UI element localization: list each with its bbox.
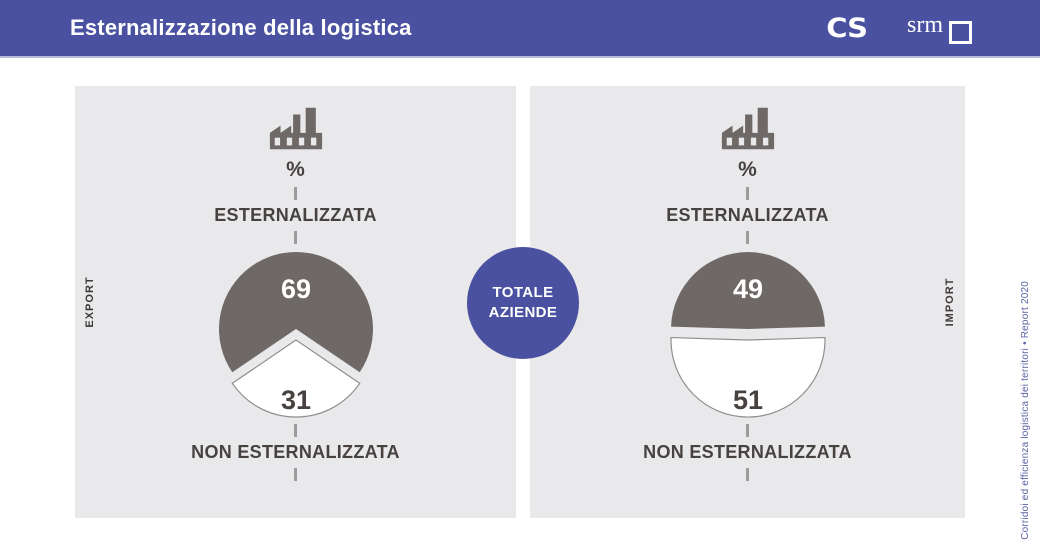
connector-dash xyxy=(746,468,749,481)
import-esternalizzata-label: ESTERNALIZZATA xyxy=(666,205,829,225)
export-panel: EXPORT % ESTERNALIZZATA 69 31 NON ESTERNA… xyxy=(75,86,516,518)
export-side-label: EXPORT xyxy=(84,276,96,328)
report-footnote: Corridoi ed efficienza logistica dei ter… xyxy=(1020,281,1031,540)
pie-value-esternalizzata: 49 xyxy=(732,274,762,304)
pie-slice-non-esternalizzata xyxy=(669,336,826,418)
factory-icon xyxy=(721,107,774,150)
pie-slice-non-esternalizzata xyxy=(230,339,361,418)
logo-group: CS srm xyxy=(826,11,972,45)
import-side-label: IMPORT xyxy=(944,277,956,327)
percent-symbol: % xyxy=(738,158,757,181)
page-title: Esternalizzazione della logistica xyxy=(70,15,412,40)
export-esternalizzata-label: ESTERNALIZZATA xyxy=(214,205,377,225)
import-non-esternalizzata-label: NON ESTERNALIZZATA xyxy=(643,442,852,462)
pie-value-non-esternalizzata: 31 xyxy=(280,385,310,415)
pie-slice-esternalizzata xyxy=(218,252,373,373)
connector-dash xyxy=(294,231,297,244)
connector-dash xyxy=(746,231,749,244)
connector-dash xyxy=(746,424,749,437)
connector-dash xyxy=(294,424,297,437)
connector-dash xyxy=(294,187,297,200)
export-non-esternalizzata-label: NON ESTERNALIZZATA xyxy=(191,442,400,462)
totale-aziende-badge: TOTALE AZIENDE xyxy=(467,247,579,359)
srm-logo-square-icon xyxy=(949,20,972,44)
srm-logo: srm xyxy=(907,13,972,44)
factory-icon xyxy=(269,107,322,150)
srm-logo-text: srm xyxy=(907,11,943,38)
export-pie-chart: 69 31 xyxy=(218,252,373,418)
pie-value-non-esternalizzata: 51 xyxy=(732,385,762,415)
import-pie-chart: 49 51 xyxy=(669,252,826,418)
import-panel: IMPORT % ESTERNALIZZATA 49 51 NON ESTERNA… xyxy=(530,86,965,518)
percent-symbol: % xyxy=(286,158,305,181)
cs-logo: CS xyxy=(826,12,868,44)
connector-dash xyxy=(294,468,297,481)
connector-dash xyxy=(746,187,749,200)
header-bar: Esternalizzazione della logistica CS srm xyxy=(0,0,1040,58)
pie-slice-esternalizzata xyxy=(670,252,825,329)
badge-line-2: AZIENDE xyxy=(488,304,558,321)
pie-value-esternalizzata: 69 xyxy=(280,274,310,304)
badge-line-1: TOTALE xyxy=(492,283,554,301)
